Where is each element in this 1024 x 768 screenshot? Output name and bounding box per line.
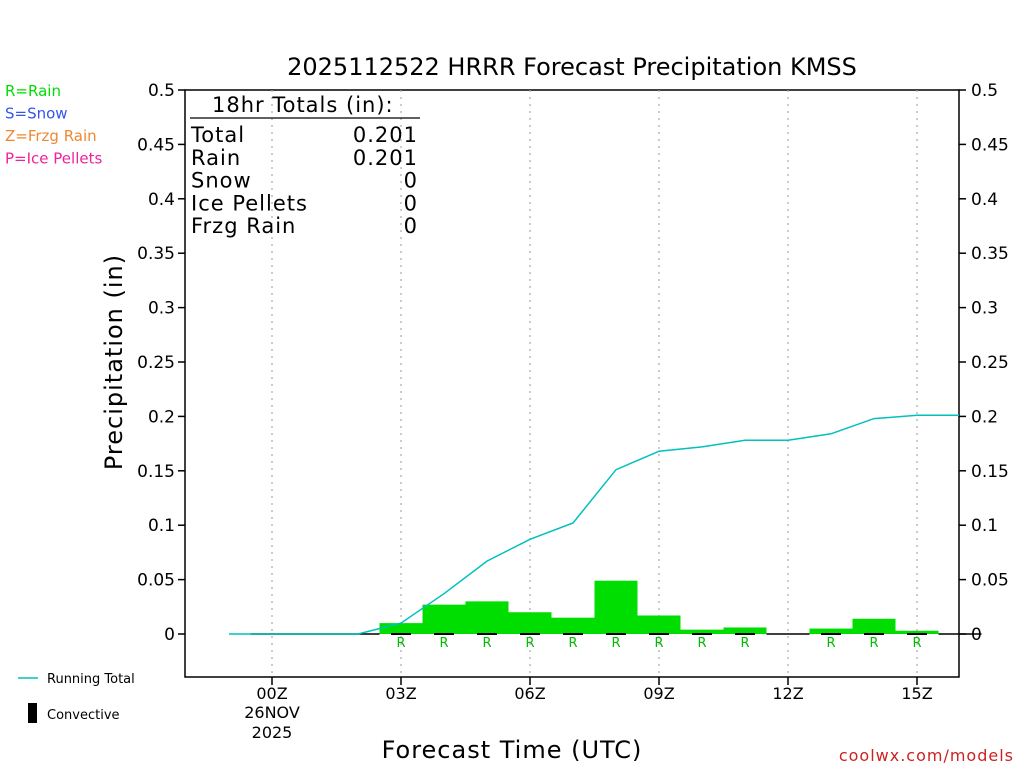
precip-bar (508, 612, 552, 634)
y-axis-right: 0 0.05 0.1 0.15 0.2 0.25 0.3 0.35 0.4 0.45 0.5 (959, 81, 1009, 645)
y-tick-label: 0.05 (971, 571, 1009, 591)
convective-legend-label: Convective (47, 708, 120, 723)
y-tick-label: 0.35 (971, 244, 1009, 264)
precip-bar (465, 601, 509, 634)
x-tick-label: 12Z (772, 684, 803, 703)
y-tick-label: 0 (971, 625, 982, 645)
y-tick-label: 0.4 (971, 190, 998, 210)
x-tick-label: 03Z (385, 684, 416, 703)
y-tick-label: 0.3 (971, 299, 998, 319)
chart-title: 2025112522 HRRR Forecast Precipitation K… (287, 53, 857, 81)
y-tick-label: 0.5 (971, 81, 998, 101)
totals-row-value: 0 (404, 214, 418, 238)
x-axis-label: Forecast Time (UTC) (382, 736, 643, 764)
y-tick-label: 0.15 (971, 462, 1009, 482)
y-tick-label: 0.2 (148, 407, 175, 427)
ptype-marker: R (439, 636, 448, 651)
precip-bar (680, 629, 724, 634)
y-tick-label: 0 (164, 625, 175, 645)
ptype-marker: R (525, 636, 534, 651)
ptype-marker: R (654, 636, 663, 651)
totals-box: 18hr Totals (in): Total 0.201 Rain 0.201 Sno… (190, 93, 420, 238)
y-tick-label: 0.05 (137, 571, 175, 591)
y-tick-label: 0.2 (971, 407, 998, 427)
y-tick-label: 0.25 (971, 353, 1009, 373)
totals-row-value: 0.201 (353, 123, 418, 147)
y-tick-label: 0.45 (137, 135, 175, 155)
precip-bar (379, 623, 423, 634)
totals-row-label: Ice Pellets (191, 191, 308, 215)
precip-bar (422, 604, 466, 634)
totals-row-label: Rain (191, 146, 241, 170)
ptype-legend-item: P=Ice Pellets (5, 150, 102, 168)
ptype-marker: R (482, 636, 491, 651)
ptype-legend-item: Z=Frzg Rain (5, 127, 97, 145)
x-tick-label: 00Z (256, 684, 287, 703)
x-tick-label: 06Z (514, 684, 545, 703)
totals-row-value: 0.201 (353, 146, 418, 170)
totals-row-label: Total (190, 123, 245, 147)
ptype-legend-item: R=Rain (5, 82, 61, 100)
date-label: 26NOV (244, 703, 300, 722)
y-axis-label: Precipitation (in) (100, 254, 128, 470)
y-tick-label: 0.15 (137, 462, 175, 482)
y-tick-label: 0.1 (148, 516, 175, 536)
y-axis-left: 0 0.05 0.1 0.15 0.2 0.25 0.3 0.35 0.4 0.45 0.5 (137, 81, 185, 645)
bottom-legend: Running Total Convective (18, 672, 135, 723)
x-tick-label: 15Z (901, 684, 932, 703)
ptype-marker: R (396, 636, 405, 651)
precip-bars (250, 580, 982, 635)
ptype-marker: R (611, 636, 620, 651)
precip-bar (551, 617, 595, 634)
totals-header: 18hr Totals (in): (212, 93, 394, 117)
footer-credit: coolwx.com/models (839, 746, 1014, 765)
totals-row-label: Frzg Rain (191, 214, 296, 238)
y-tick-label: 0.45 (971, 135, 1009, 155)
ptype-marker: R (697, 636, 706, 651)
precip-bar (852, 618, 896, 634)
running-total-legend-label: Running Total (47, 672, 135, 687)
precip-bar (723, 627, 767, 634)
ptype-marker: R (869, 636, 878, 651)
y-tick-label: 0.5 (148, 81, 175, 101)
precip-bar (809, 628, 853, 634)
ptype-marker: R (740, 636, 749, 651)
convective-legend-swatch (28, 703, 37, 723)
y-tick-label: 0.4 (148, 190, 175, 210)
precip-bar (637, 615, 681, 634)
totals-row-value: 0 (404, 169, 418, 193)
year-label: 2025 (252, 723, 293, 742)
ptype-legend: R=Rain S=Snow Z=Frzg Rain P=Ice Pellets (5, 82, 102, 168)
y-tick-label: 0.3 (148, 299, 175, 319)
ptype-marker: R (912, 636, 921, 651)
ptype-marker: R (568, 636, 577, 651)
totals-row-value: 0 (404, 191, 418, 215)
precip-bar (895, 630, 939, 634)
y-tick-label: 0.25 (137, 353, 175, 373)
x-tick-label: 09Z (643, 684, 674, 703)
running-total-line (229, 414, 959, 635)
y-tick-label: 0.35 (137, 244, 175, 264)
precip-bar (594, 580, 638, 634)
y-tick-label: 0.1 (971, 516, 998, 536)
totals-row-label: Snow (191, 169, 252, 193)
ptype-legend-item: S=Snow (5, 105, 68, 123)
plot-frame (184, 89, 960, 678)
ptype-marker: R (826, 636, 835, 651)
running-total-path (229, 414, 959, 635)
